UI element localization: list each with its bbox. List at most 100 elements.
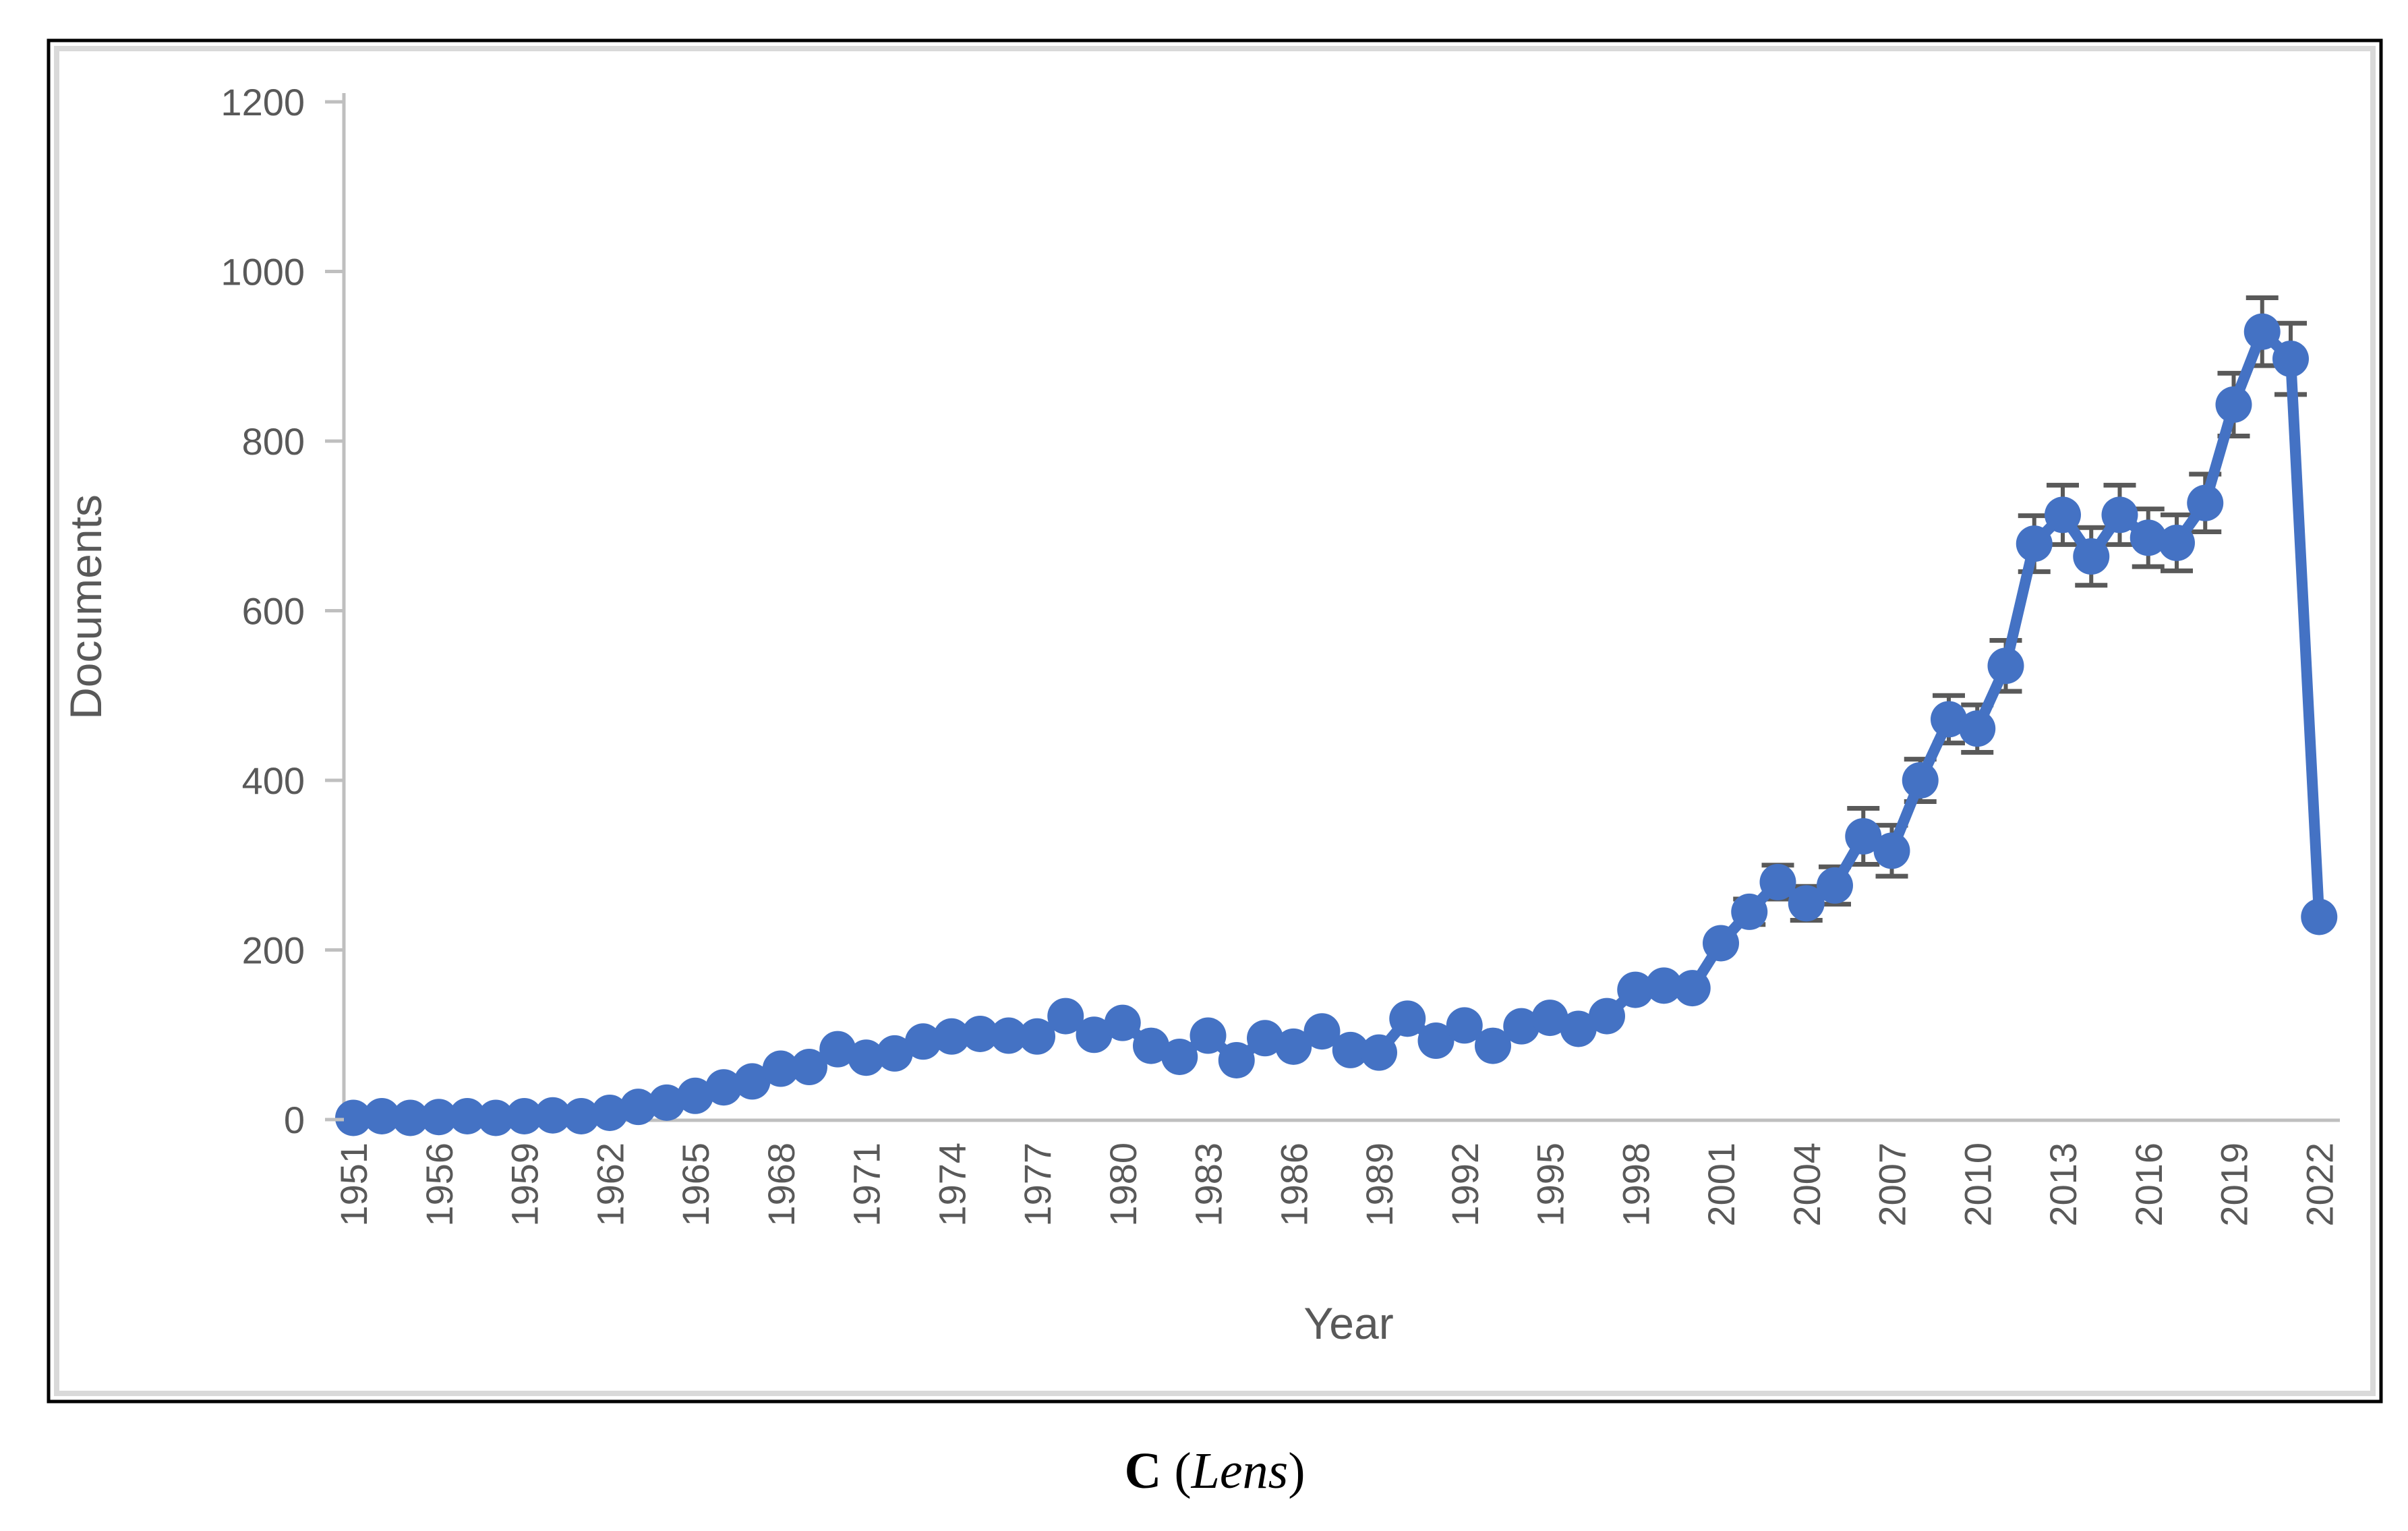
data-point-marker: [1133, 1027, 1169, 1064]
y-axis-tick-label: 1200: [221, 81, 305, 123]
data-point-marker: [1332, 1031, 1369, 1068]
y-axis-tick-label: 600: [242, 590, 305, 633]
data-point-marker: [762, 1050, 799, 1087]
data-point-marker: [1303, 1013, 1341, 1050]
x-axis-tick-label: 1968: [760, 1143, 802, 1227]
x-axis-tick-label: 1962: [589, 1143, 631, 1227]
data-point-marker: [1531, 1000, 1568, 1037]
x-axis-tick-label: 1992: [1444, 1143, 1486, 1227]
data-point-marker: [449, 1097, 486, 1134]
data-point-marker: [848, 1039, 885, 1076]
data-point-marker: [335, 1099, 372, 1136]
data-point-marker: [1703, 925, 1739, 962]
x-axis-tick-label: 2007: [1871, 1143, 1914, 1227]
data-point-marker: [677, 1077, 713, 1114]
figure-frame-border: [47, 38, 2383, 1404]
data-point-marker: [1674, 970, 1711, 1007]
data-point-marker: [2101, 496, 2138, 533]
data-point-marker: [1190, 1017, 1227, 1054]
data-point-marker: [2187, 484, 2224, 521]
x-axis-tick-label: 1995: [1529, 1143, 1572, 1227]
data-point-marker: [534, 1097, 571, 1134]
x-axis-tick-label: 1956: [418, 1143, 461, 1227]
data-point-marker: [2073, 538, 2110, 575]
x-axis-tick-label: 1980: [1102, 1143, 1144, 1227]
x-axis-tick-label: 1977: [1016, 1143, 1059, 1227]
data-point-marker: [1987, 647, 2024, 685]
x-axis-tick-label: 2013: [2042, 1143, 2084, 1227]
data-point-marker: [563, 1097, 599, 1134]
data-point-marker: [2130, 519, 2167, 556]
data-point-marker: [591, 1094, 628, 1131]
data-point-marker: [1788, 885, 1825, 922]
data-point-marker: [2045, 496, 2081, 533]
data-point-marker: [1104, 1004, 1141, 1041]
series-line: [348, 326, 2325, 1124]
data-point-marker: [876, 1035, 913, 1072]
data-point-marker: [1845, 817, 1882, 855]
data-point-marker: [506, 1097, 543, 1134]
data-point-markers-layer: [335, 313, 2338, 1136]
data-point-marker: [1047, 998, 1084, 1035]
x-axis-title: Year: [1303, 1298, 1393, 1348]
y-axis-title: Documents: [61, 494, 111, 720]
y-axis-tick-label: 1000: [221, 251, 305, 293]
x-axis-tick-label: 2001: [1700, 1143, 1742, 1227]
x-axis-tick-label: 1998: [1614, 1143, 1657, 1227]
data-point-marker: [1902, 762, 1939, 799]
data-point-marker: [420, 1099, 457, 1136]
x-axis-tick-label: 1983: [1187, 1143, 1230, 1227]
data-point-marker: [363, 1097, 401, 1134]
data-point-marker: [791, 1049, 827, 1086]
data-point-marker: [1503, 1008, 1540, 1045]
data-point-marker: [1019, 1018, 1055, 1055]
x-axis-tick-label: 2010: [1956, 1143, 1999, 1227]
x-axis-tick-label: 1971: [846, 1143, 888, 1227]
data-point-marker: [1361, 1034, 1397, 1071]
data-point-marker: [2272, 341, 2309, 378]
data-point-marker: [2243, 313, 2281, 350]
data-point-marker: [1161, 1038, 1198, 1075]
data-point-marker: [2215, 386, 2252, 423]
y-axis-tick-label: 400: [242, 759, 305, 802]
x-axis-tick-label: 1951: [332, 1143, 375, 1227]
data-point-marker: [1959, 710, 1996, 747]
data-point-marker: [990, 1017, 1027, 1054]
caption-paren-close: ): [1288, 1443, 1305, 1499]
data-point-marker: [1589, 998, 1625, 1035]
x-axis-tick-label: 1986: [1272, 1143, 1315, 1227]
x-axis-tick-label: 2004: [1786, 1143, 1828, 1227]
data-point-marker: [1931, 701, 1967, 738]
data-point-marker: [1817, 867, 1853, 904]
data-point-marker: [620, 1089, 657, 1126]
data-point-marker: [1275, 1028, 1312, 1065]
data-point-marker: [392, 1099, 429, 1136]
data-point-marker: [933, 1018, 970, 1055]
caption-panel-letter: C: [1124, 1443, 1162, 1499]
x-axis-tick-label: 2016: [2127, 1143, 2170, 1227]
data-point-marker: [705, 1069, 742, 1106]
data-point-marker: [1475, 1027, 1511, 1064]
data-point-marker: [1417, 1022, 1455, 1060]
data-point-marker: [1218, 1041, 1255, 1078]
data-point-marker: [1247, 1020, 1283, 1057]
y-axis-ticks-layer: 0 200 400 600 800 1000 1200: [221, 81, 344, 1141]
caption-source-name: Lens: [1191, 1443, 1289, 1499]
x-axis-ticks-layer: 1951 1956 1959 1962 1965 1968 1971 1974 1977 1980…: [332, 1143, 2341, 1227]
data-point-marker: [477, 1099, 515, 1136]
x-axis-tick-label: 1965: [674, 1143, 717, 1227]
data-point-marker: [1645, 967, 1682, 1004]
data-point-marker: [1873, 832, 1910, 869]
data-point-marker: [1076, 1016, 1113, 1053]
x-axis-tick-label: 1959: [504, 1143, 546, 1227]
data-point-marker: [648, 1084, 685, 1121]
data-point-marker: [2159, 524, 2195, 561]
x-axis-tick-label: 1989: [1358, 1143, 1401, 1227]
data-point-marker: [2016, 525, 2053, 562]
y-axis-tick-label: 200: [242, 929, 305, 972]
x-axis-tick-label: 2019: [2213, 1143, 2256, 1227]
chart-area-border: [54, 46, 2376, 1396]
data-point-marker: [962, 1015, 999, 1052]
